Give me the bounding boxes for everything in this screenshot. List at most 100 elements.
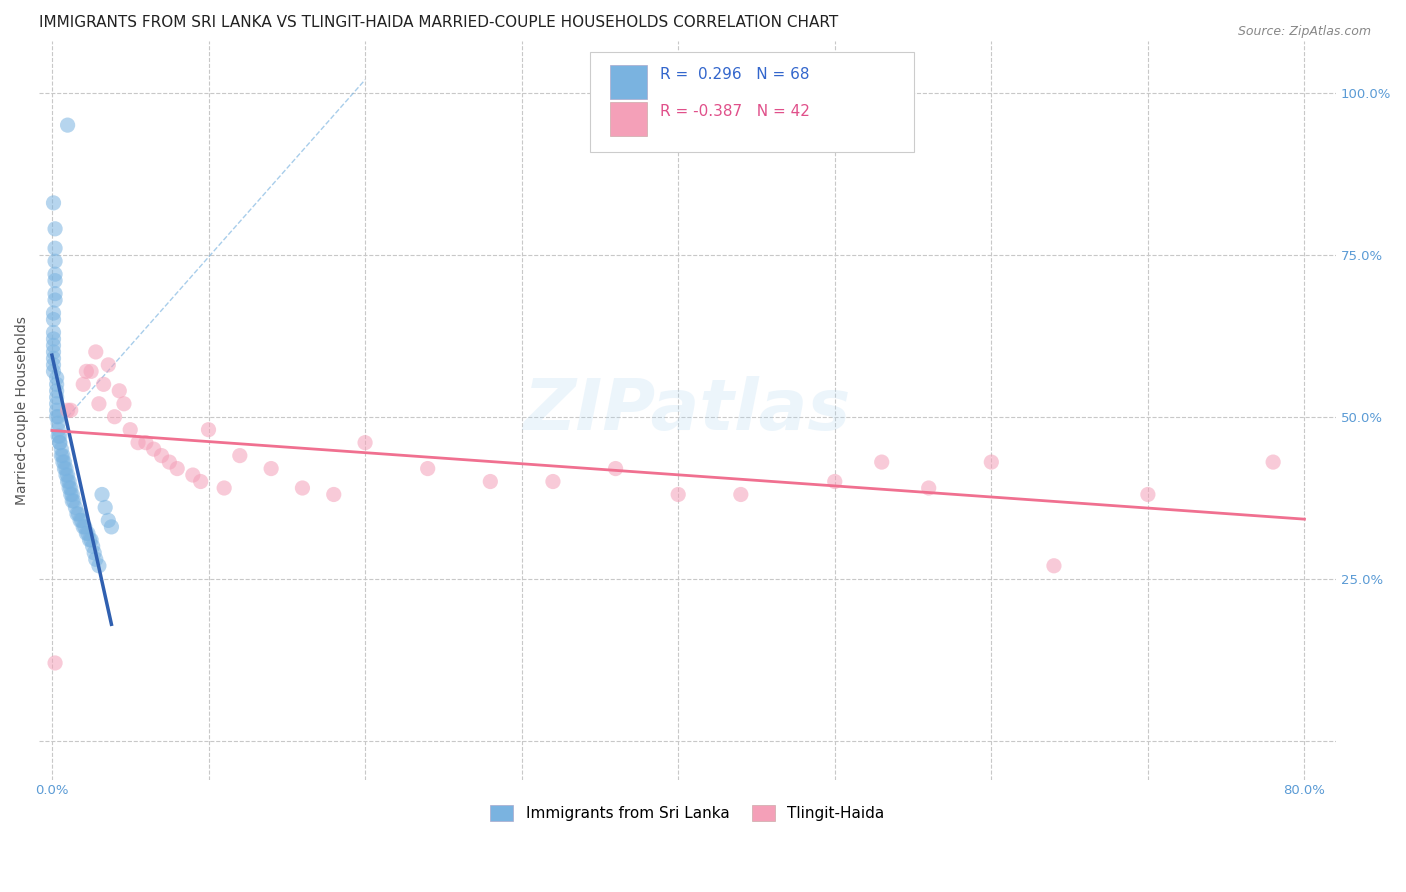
Point bbox=[42, 312, 65, 326]
Point bbox=[1263, 455, 1285, 469]
Point bbox=[166, 461, 188, 475]
Point bbox=[56, 475, 79, 489]
Point bbox=[1136, 487, 1159, 501]
FancyBboxPatch shape bbox=[591, 52, 914, 152]
Point bbox=[666, 487, 689, 501]
Point bbox=[84, 552, 107, 566]
Point bbox=[42, 332, 65, 346]
Point bbox=[44, 656, 66, 670]
Point bbox=[63, 494, 86, 508]
Point bbox=[142, 442, 165, 457]
Point bbox=[45, 390, 67, 404]
Point bbox=[70, 513, 93, 527]
Point bbox=[75, 364, 97, 378]
Point bbox=[42, 345, 65, 359]
Point bbox=[55, 461, 77, 475]
Point bbox=[52, 455, 75, 469]
Point bbox=[56, 118, 79, 132]
Point bbox=[56, 403, 79, 417]
Point bbox=[150, 449, 173, 463]
Point bbox=[605, 461, 627, 475]
Point bbox=[870, 455, 893, 469]
Point bbox=[83, 546, 105, 560]
Point bbox=[212, 481, 235, 495]
Point bbox=[135, 435, 157, 450]
Point bbox=[127, 435, 149, 450]
Point bbox=[49, 435, 72, 450]
Y-axis label: Married-couple Households: Married-couple Households bbox=[15, 316, 30, 505]
Point bbox=[45, 371, 67, 385]
Point bbox=[52, 449, 75, 463]
Point bbox=[1043, 558, 1066, 573]
Text: R = -0.387   N = 42: R = -0.387 N = 42 bbox=[661, 103, 810, 119]
Point bbox=[44, 274, 66, 288]
Point bbox=[44, 293, 66, 307]
Point bbox=[91, 487, 114, 501]
Point bbox=[42, 358, 65, 372]
Point bbox=[80, 533, 103, 547]
Point bbox=[479, 475, 502, 489]
Point bbox=[103, 409, 125, 424]
Point bbox=[56, 468, 79, 483]
Point bbox=[190, 475, 212, 489]
Point bbox=[94, 500, 117, 515]
Point bbox=[75, 526, 97, 541]
Point bbox=[59, 487, 82, 501]
Point bbox=[44, 222, 66, 236]
Point bbox=[541, 475, 564, 489]
Point bbox=[197, 423, 219, 437]
Point bbox=[42, 351, 65, 366]
Point bbox=[58, 481, 80, 495]
Point bbox=[53, 461, 76, 475]
Point bbox=[87, 397, 110, 411]
Point bbox=[55, 468, 77, 483]
Point bbox=[46, 429, 69, 443]
Point bbox=[77, 526, 100, 541]
Point bbox=[112, 397, 135, 411]
Point bbox=[58, 475, 80, 489]
Point bbox=[65, 500, 87, 515]
Text: ZIPatlas: ZIPatlas bbox=[524, 376, 851, 445]
Point bbox=[291, 481, 314, 495]
Point bbox=[72, 377, 94, 392]
Point bbox=[260, 461, 283, 475]
Point bbox=[93, 377, 115, 392]
Point bbox=[354, 435, 377, 450]
Point bbox=[42, 364, 65, 378]
Point bbox=[69, 513, 91, 527]
FancyBboxPatch shape bbox=[610, 103, 647, 136]
Point bbox=[59, 403, 82, 417]
Point bbox=[44, 241, 66, 255]
Point bbox=[42, 326, 65, 340]
Point bbox=[46, 409, 69, 424]
Point bbox=[45, 409, 67, 424]
Point bbox=[46, 423, 69, 437]
Point bbox=[108, 384, 131, 398]
Point bbox=[49, 429, 72, 443]
Point bbox=[416, 461, 439, 475]
Point bbox=[980, 455, 1002, 469]
Point bbox=[46, 416, 69, 430]
Point bbox=[44, 286, 66, 301]
Point bbox=[44, 267, 66, 281]
Point bbox=[100, 520, 122, 534]
Point bbox=[53, 455, 76, 469]
Point bbox=[87, 558, 110, 573]
Point bbox=[322, 487, 344, 501]
Point bbox=[42, 306, 65, 320]
Point bbox=[79, 533, 101, 547]
Point bbox=[181, 468, 204, 483]
Point bbox=[73, 520, 96, 534]
Point bbox=[67, 507, 90, 521]
Point bbox=[45, 384, 67, 398]
Point bbox=[51, 449, 73, 463]
Point bbox=[44, 254, 66, 268]
Point bbox=[42, 195, 65, 210]
Point bbox=[918, 481, 941, 495]
Point bbox=[45, 403, 67, 417]
Point bbox=[82, 539, 104, 553]
Point bbox=[45, 397, 67, 411]
Point bbox=[59, 481, 82, 495]
Point bbox=[42, 338, 65, 352]
Point bbox=[60, 487, 83, 501]
